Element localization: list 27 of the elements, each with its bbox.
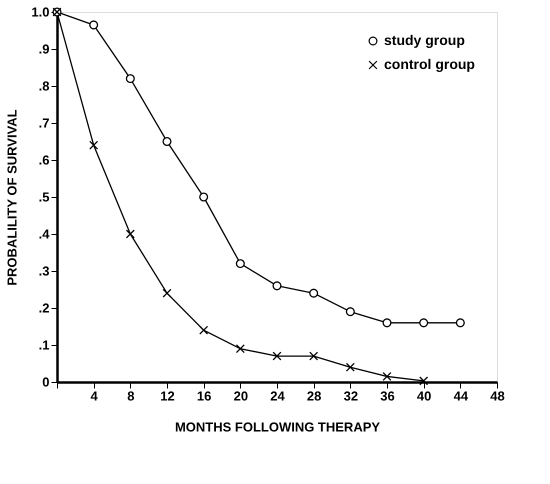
x-tick-label: 32 — [344, 388, 358, 404]
x-tick-label: 20 — [234, 388, 248, 404]
legend-label: control group — [384, 56, 475, 72]
y-tick-label: .3 — [38, 264, 50, 278]
x-tick-label: 40 — [416, 388, 432, 404]
x-axis-title: MONTHS FOLLOWING THERAPY — [174, 420, 380, 434]
y-tick-label: 1.0 — [31, 4, 50, 20]
x-tick-label: 16 — [196, 388, 212, 404]
y-tick-label: .8 — [38, 78, 50, 94]
y-tick-label: .6 — [38, 152, 50, 168]
y-tick-label: .2 — [38, 300, 50, 316]
x-tick-label: 4 — [90, 388, 99, 404]
x-tick-label: 28 — [306, 388, 322, 404]
y-tick-label: .9 — [38, 42, 50, 56]
y-axis-title: PROBALILITY OF SURVIVAL — [4, 109, 20, 286]
y-tick-label: .5 — [38, 190, 50, 204]
x-tick-label: 48 — [490, 388, 505, 404]
x-tick-label: 8 — [127, 388, 134, 404]
y-tick-label: .1 — [38, 338, 50, 352]
x-tick-label: 12 — [160, 388, 175, 404]
y-tick-label: .4 — [38, 226, 50, 242]
x-tick-label: 24 — [270, 388, 286, 404]
legend-label: study group — [384, 32, 465, 48]
x-tick-label: 44 — [454, 388, 469, 404]
y-tick-label: .7 — [38, 116, 50, 130]
x-tick-label: 36 — [380, 388, 395, 404]
y-tick-label: 0 — [42, 374, 50, 390]
